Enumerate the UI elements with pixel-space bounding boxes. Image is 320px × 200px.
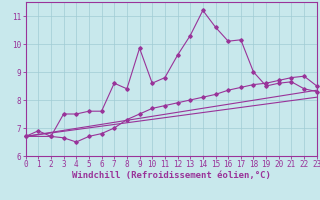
X-axis label: Windchill (Refroidissement éolien,°C): Windchill (Refroidissement éolien,°C)	[72, 171, 271, 180]
